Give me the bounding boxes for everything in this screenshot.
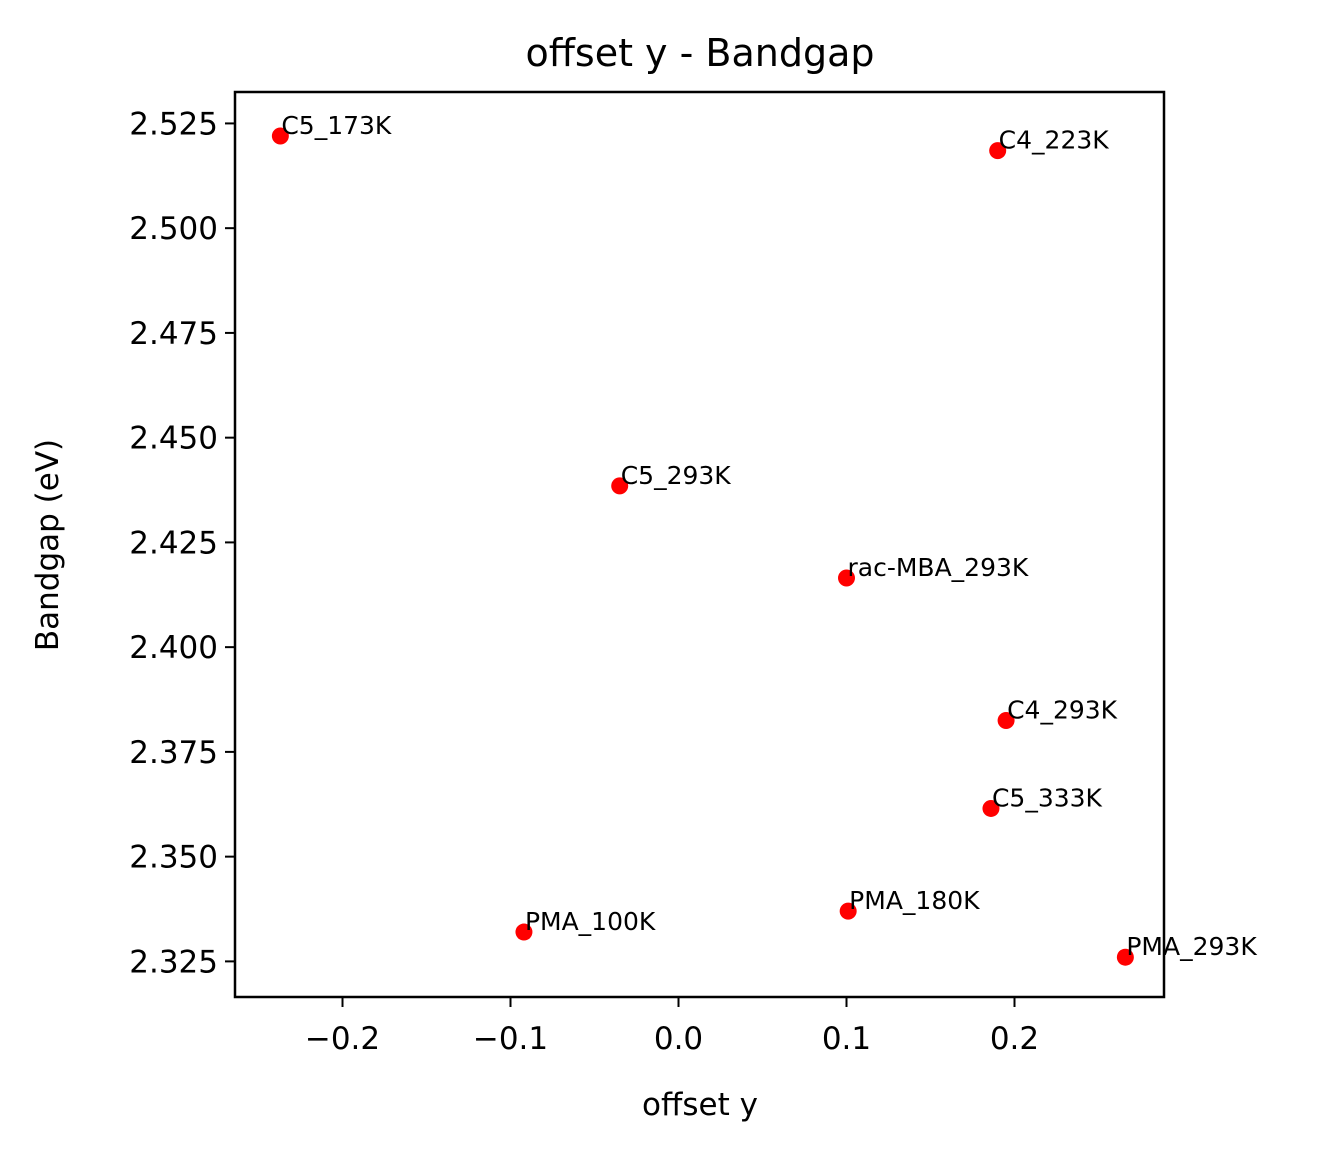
point-label: C5_293K (621, 461, 732, 490)
point-label: C4_223K (999, 126, 1110, 155)
x-tick-label: −0.1 (473, 1021, 548, 1057)
y-tick-label: 2.525 (129, 106, 218, 142)
chart-title: offset y - Bandgap (525, 31, 874, 75)
point-label: PMA_100K (525, 907, 656, 936)
x-tick-label: 0.2 (990, 1021, 1039, 1057)
y-axis: 2.325 2.350 2.375 2.400 2.425 2.450 2.475 2.500… (129, 106, 235, 980)
data-point (989, 142, 1007, 160)
x-axis: −0.2 −0.1 0.0 0.1 0.2 (305, 997, 1039, 1057)
point-label: C4_293K (1007, 695, 1118, 724)
y-tick-label: 2.450 (129, 421, 218, 457)
point-label: rac-MBA_293K (847, 553, 1028, 582)
x-tick-label: 0.1 (822, 1021, 871, 1057)
point-label: C5_173K (281, 111, 392, 140)
y-tick-label: 2.325 (129, 944, 218, 980)
data-point (839, 902, 857, 920)
x-tick-label: 0.0 (654, 1021, 703, 1057)
y-tick-label: 2.350 (129, 840, 218, 876)
plot-frame (233, 90, 1166, 999)
y-tick-label: 2.400 (129, 630, 218, 666)
data-point (271, 127, 289, 145)
point-label: C5_333K (992, 783, 1103, 812)
data-point (515, 923, 533, 941)
plot-area: C5_173K C4_223K C5_293K rac-MBA_293K C4_293K… (271, 111, 1257, 966)
y-tick-label: 2.475 (129, 316, 218, 352)
x-tick-label: −0.2 (305, 1021, 380, 1057)
data-point (997, 711, 1015, 729)
data-point (1116, 948, 1134, 966)
y-tick-label: 2.425 (129, 525, 218, 561)
data-point (982, 799, 1000, 817)
y-tick-label: 2.500 (129, 211, 218, 247)
point-label: PMA_293K (1126, 932, 1257, 961)
point-label: PMA_180K (849, 886, 980, 915)
x-axis-label: offset y (642, 1087, 758, 1123)
data-point (837, 569, 855, 587)
data-point (611, 477, 629, 495)
y-axis-label: Bandgap (eV) (30, 439, 66, 651)
y-tick-label: 2.375 (129, 735, 218, 771)
